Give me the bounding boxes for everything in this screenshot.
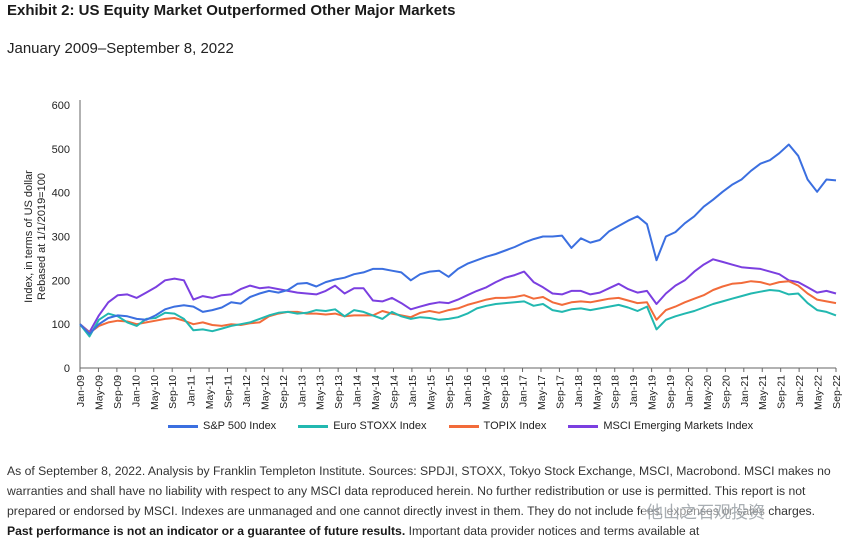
x-tick-label: May-18 [591, 375, 603, 410]
legend-label-sp500: S&P 500 Index [203, 420, 277, 432]
x-tick-label: Jan-22 [794, 375, 806, 407]
series-line-sp500 [79, 143, 837, 335]
x-tick-label: Sep-14 [388, 375, 400, 409]
x-tick-label: Jan-21 [739, 375, 751, 407]
y-tick-label: 300 [52, 232, 70, 244]
x-tick-label: May-22 [813, 375, 825, 410]
legend-label-msci-em: MSCI Emerging Markets Index [603, 420, 754, 432]
x-tick-label: May-19 [647, 375, 659, 410]
watermark: 他山之石观投资 [642, 498, 769, 523]
x-tick-label: Sep-09 [112, 375, 124, 409]
y-tick-label: 500 [52, 144, 70, 156]
legend-swatch-eurostoxx [298, 424, 329, 428]
x-tick-label: May-13 [315, 375, 327, 410]
x-tick-label: Sep-10 [167, 375, 179, 409]
x-tick-label: Jan-10 [130, 375, 142, 407]
legend-swatch-sp500 [168, 424, 198, 428]
legend-swatch-topix [448, 424, 479, 428]
x-tick-label: Sep-19 [665, 375, 677, 409]
y-tick-label: 200 [52, 275, 70, 287]
y-tick-label: 600 [52, 100, 70, 112]
x-tick-label: May-14 [370, 375, 382, 410]
x-tick-label: Jan-20 [683, 375, 695, 407]
x-tick-label: May-12 [259, 375, 271, 410]
x-tick-label: Jan-18 [573, 375, 585, 407]
x-tick-label: Jan-16 [462, 375, 474, 407]
x-tick-label: May-10 [149, 375, 161, 410]
x-tick-label: Jan-17 [518, 375, 530, 407]
footnote-text: Important data provider notices and term… [405, 524, 700, 538]
footnote-line: warranties and shall have no liability w… [7, 484, 806, 498]
x-tick-label: Jan-09 [75, 375, 87, 407]
legend-item-sp500: S&P 500 Index [168, 420, 276, 432]
x-tick-label: Sep-16 [499, 375, 511, 409]
chart-title: Exhibit 2: US Equity Market Outperformed… [7, 2, 456, 19]
series-line-topix [79, 280, 837, 334]
legend-swatch-msci-em [568, 424, 599, 428]
x-tick-label: May-21 [757, 375, 769, 410]
x-tick-label: Jan-13 [296, 375, 308, 407]
x-tick-label: Sep-13 [333, 375, 345, 409]
legend-label-eurostoxx: Euro STOXX Index [333, 420, 427, 432]
x-tick-label: Sep-12 [278, 375, 290, 409]
disclaimer-bold: Past performance is not an indicator or … [7, 524, 406, 538]
footnote-line: Past performance is not an indicator or … [7, 521, 849, 541]
legend-label-topix: TOPIX Index [483, 420, 547, 432]
y-tick-label: 100 [52, 319, 70, 331]
chart-legend: S&P 500 Index Euro STOXX Index TOPIX Ind… [168, 420, 753, 432]
x-tick-label: May-11 [204, 375, 216, 409]
legend-item-msci-em: MSCI Emerging Markets Index [568, 420, 753, 432]
x-tick-label: Sep-11 [223, 375, 235, 408]
x-tick-label: Sep-21 [776, 375, 788, 409]
x-tick-label: Sep-22 [831, 375, 843, 409]
source-footnote: As of September 8, 2022. Analysis by Fra… [7, 461, 849, 541]
y-axis-label: Rebased at 1/1/2019=100 [36, 173, 48, 300]
x-tick-label: Jan-15 [407, 375, 419, 407]
x-tick-label: Jan-19 [628, 375, 640, 407]
x-tick-label: May-17 [536, 375, 548, 410]
x-tick-label: Jan-11 [186, 375, 198, 406]
y-tick-label: 400 [52, 188, 70, 200]
series-line-eurostoxx [79, 289, 837, 338]
y-tick-label: 0 [64, 363, 70, 375]
x-tick-label: May-09 [93, 375, 105, 410]
footnote-line: As of September 8, 2022. Analysis by Fra… [7, 464, 831, 478]
x-tick-label: May-16 [481, 375, 493, 410]
chart-subtitle: January 2009–September 8, 2022 [7, 40, 234, 57]
x-tick-label: Sep-18 [610, 375, 622, 409]
x-tick-label: Sep-15 [444, 375, 456, 409]
legend-item-topix: TOPIX Index [448, 420, 547, 432]
line-chart: 0 100 200 300 400 500 600 Index, in terms of US… [23, 100, 843, 410]
x-tick-label: May-20 [702, 375, 714, 410]
x-tick-label: Sep-17 [554, 375, 566, 409]
x-tick-label: Jan-12 [241, 375, 253, 407]
y-axis-label: Index, in terms of US dollar [23, 170, 35, 303]
x-tick-label: Sep-20 [720, 375, 732, 409]
x-tick-label: Jan-14 [352, 375, 364, 407]
footnote-line: prepared or endorsed by MSCI. Indexes ar… [7, 504, 816, 518]
x-tick-label: May-15 [425, 375, 437, 410]
series-line-msci-em [79, 258, 837, 334]
legend-item-eurostoxx: Euro STOXX Index [298, 420, 427, 432]
